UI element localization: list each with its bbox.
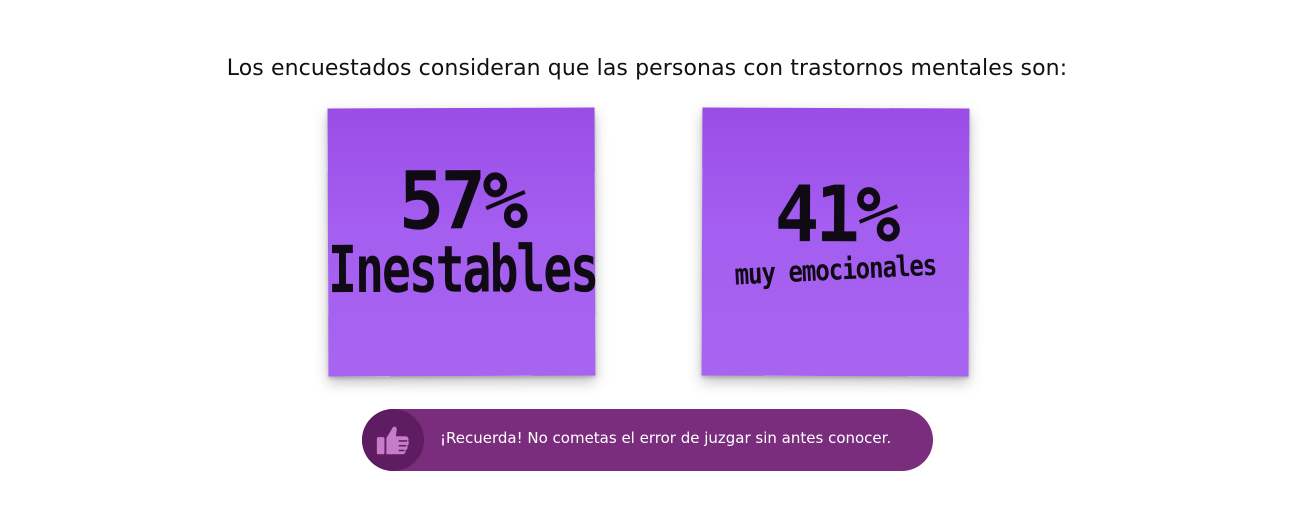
note-percent: 41% [774,169,897,261]
reminder-banner: ¡Recuerda! No cometas el error de juzgar… [362,409,933,471]
reminder-text: ¡Recuerda! No cometas el error de juzgar… [440,429,892,447]
sticky-note-inestables: 57% Inestables [327,107,598,377]
thumbs-up-icon [362,409,424,471]
note-label: Inestables [327,231,598,309]
sticky-note-muy-emocionales: 41% muy emocionales [701,107,970,377]
page-title: Los encuestados consideran que las perso… [226,56,1068,81]
